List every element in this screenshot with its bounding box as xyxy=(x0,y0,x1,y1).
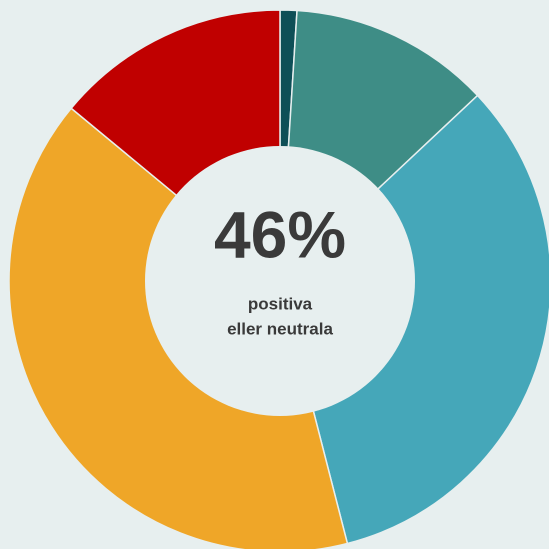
center-text: eller neutrala xyxy=(227,319,333,338)
donut-hole xyxy=(145,146,415,416)
center-label: 46% xyxy=(214,197,346,271)
donut-slice xyxy=(279,94,549,545)
center-text: positiva xyxy=(248,294,313,313)
